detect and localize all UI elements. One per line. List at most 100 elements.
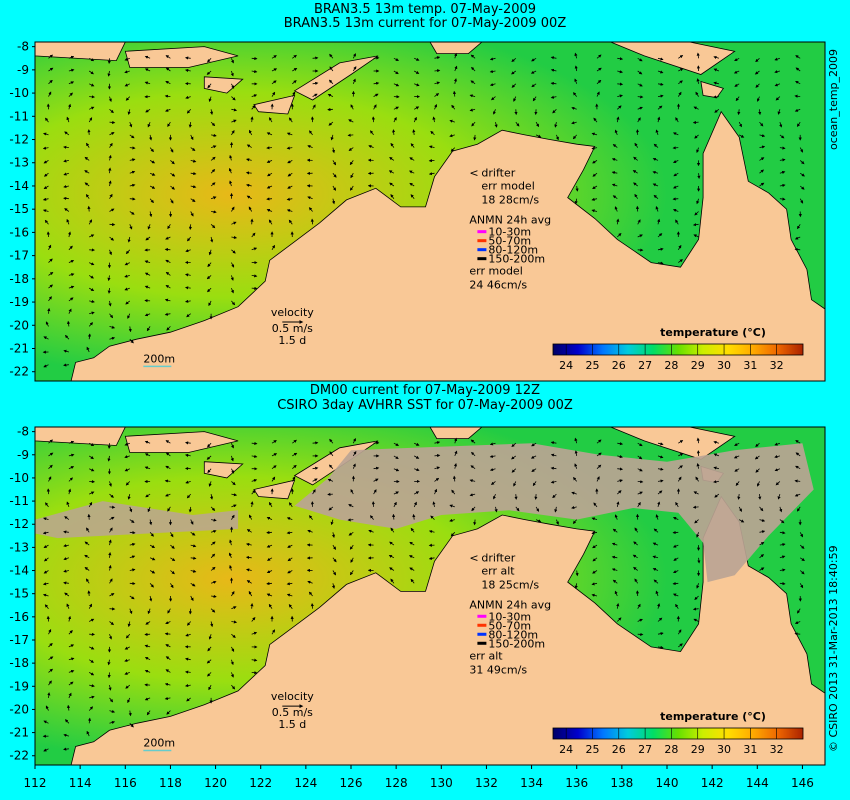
current-arrow: [108, 300, 112, 307]
current-arrow: [777, 109, 781, 115]
current-arrow: [672, 517, 679, 520]
current-arrow: [190, 134, 194, 141]
current-arrow: [678, 453, 684, 457]
current-arrow: [389, 567, 395, 571]
current-arrow: [129, 121, 133, 128]
colorbar-title: temperature (°C): [660, 326, 766, 339]
current-arrow: [432, 116, 436, 123]
current-arrow: [657, 490, 663, 495]
current-arrow: [164, 682, 171, 686]
current-arrow: [108, 634, 112, 640]
current-arrow: [107, 672, 111, 679]
current-arrow: [109, 621, 115, 626]
current-arrow: [89, 57, 95, 62]
current-arrow: [454, 52, 458, 59]
current-arrow: [185, 68, 191, 73]
current-arrow: [611, 158, 618, 162]
current-arrow: [612, 579, 618, 584]
current-arrow: [596, 67, 602, 72]
current-arrow: [48, 628, 52, 635]
current-arrow: [432, 501, 436, 507]
current-arrow: [797, 608, 801, 614]
current-arrow: [165, 669, 171, 673]
current-arrow: [672, 593, 679, 597]
current-arrow: [410, 143, 415, 148]
current-arrow: [68, 308, 72, 314]
current-arrow: [797, 224, 801, 230]
isobath-label: 200m: [143, 736, 175, 749]
current-arrow: [42, 146, 49, 150]
anmn-err-value: 24 46cm/s: [469, 279, 527, 292]
current-arrow: [42, 197, 49, 201]
current-arrow: [531, 57, 537, 62]
current-arrow: [109, 120, 116, 125]
current-arrow: [592, 172, 598, 177]
current-arrow: [434, 93, 440, 97]
current-arrow: [611, 542, 618, 546]
current-arrow: [185, 670, 191, 674]
current-arrow: [331, 583, 336, 589]
current-arrow: [428, 172, 435, 176]
current-arrow: [164, 479, 171, 483]
current-arrow: [393, 491, 400, 495]
current-arrow: [251, 247, 258, 251]
current-arrow: [713, 95, 719, 99]
current-arrow: [231, 633, 236, 639]
current-arrow: [288, 117, 293, 123]
current-arrow: [271, 465, 277, 470]
current-arrow: [271, 453, 278, 457]
current-arrow: [393, 57, 400, 61]
current-arrow: [291, 476, 296, 482]
current-arrow: [327, 478, 334, 482]
current-arrow: [63, 159, 69, 163]
current-arrow: [799, 172, 805, 177]
current-arrow: [144, 644, 151, 648]
current-arrow: [63, 733, 70, 737]
current-arrow: [350, 488, 354, 495]
current-arrow: [68, 55, 75, 59]
current-arrow: [678, 80, 683, 85]
current-arrow: [655, 206, 659, 212]
current-arrow: [84, 182, 90, 187]
current-arrow: [251, 489, 256, 495]
current-arrow: [349, 544, 354, 550]
current-arrow: [266, 581, 273, 586]
lon-tick-label: 140: [656, 776, 679, 790]
current-arrow: [144, 68, 151, 72]
current-arrow: [288, 604, 293, 609]
current-arrow: [696, 78, 700, 84]
current-arrow: [469, 479, 476, 483]
current-arrow: [66, 218, 70, 225]
current-arrow: [410, 578, 415, 584]
current-arrow: [352, 78, 356, 84]
current-arrow: [489, 83, 496, 87]
current-arrow: [228, 167, 232, 174]
current-arrow: [449, 134, 455, 138]
current-arrow: [434, 103, 438, 110]
current-arrow: [144, 285, 151, 289]
current-arrow: [45, 117, 49, 123]
lat-tick-label: -19: [9, 679, 29, 693]
current-arrow: [678, 259, 683, 263]
current-arrow: [591, 593, 598, 597]
current-arrow: [211, 133, 217, 137]
current-arrow: [779, 183, 786, 188]
current-arrow: [779, 121, 783, 128]
current-arrow: [571, 106, 577, 110]
current-arrow: [347, 518, 354, 522]
current-arrow: [229, 564, 233, 571]
velocity-label: velocity: [271, 306, 314, 319]
current-arrow: [672, 544, 679, 548]
current-arrow: [352, 53, 356, 59]
current-arrow: [349, 570, 354, 576]
current-arrow: [66, 704, 71, 711]
current-arrow: [165, 81, 171, 85]
current-arrow: [210, 156, 216, 161]
current-arrow: [591, 209, 598, 213]
current-arrow: [229, 180, 233, 187]
current-arrow: [268, 501, 273, 508]
current-arrow: [147, 608, 151, 615]
current-arrow: [251, 616, 256, 622]
current-arrow: [574, 583, 578, 589]
current-arrow: [210, 553, 216, 559]
